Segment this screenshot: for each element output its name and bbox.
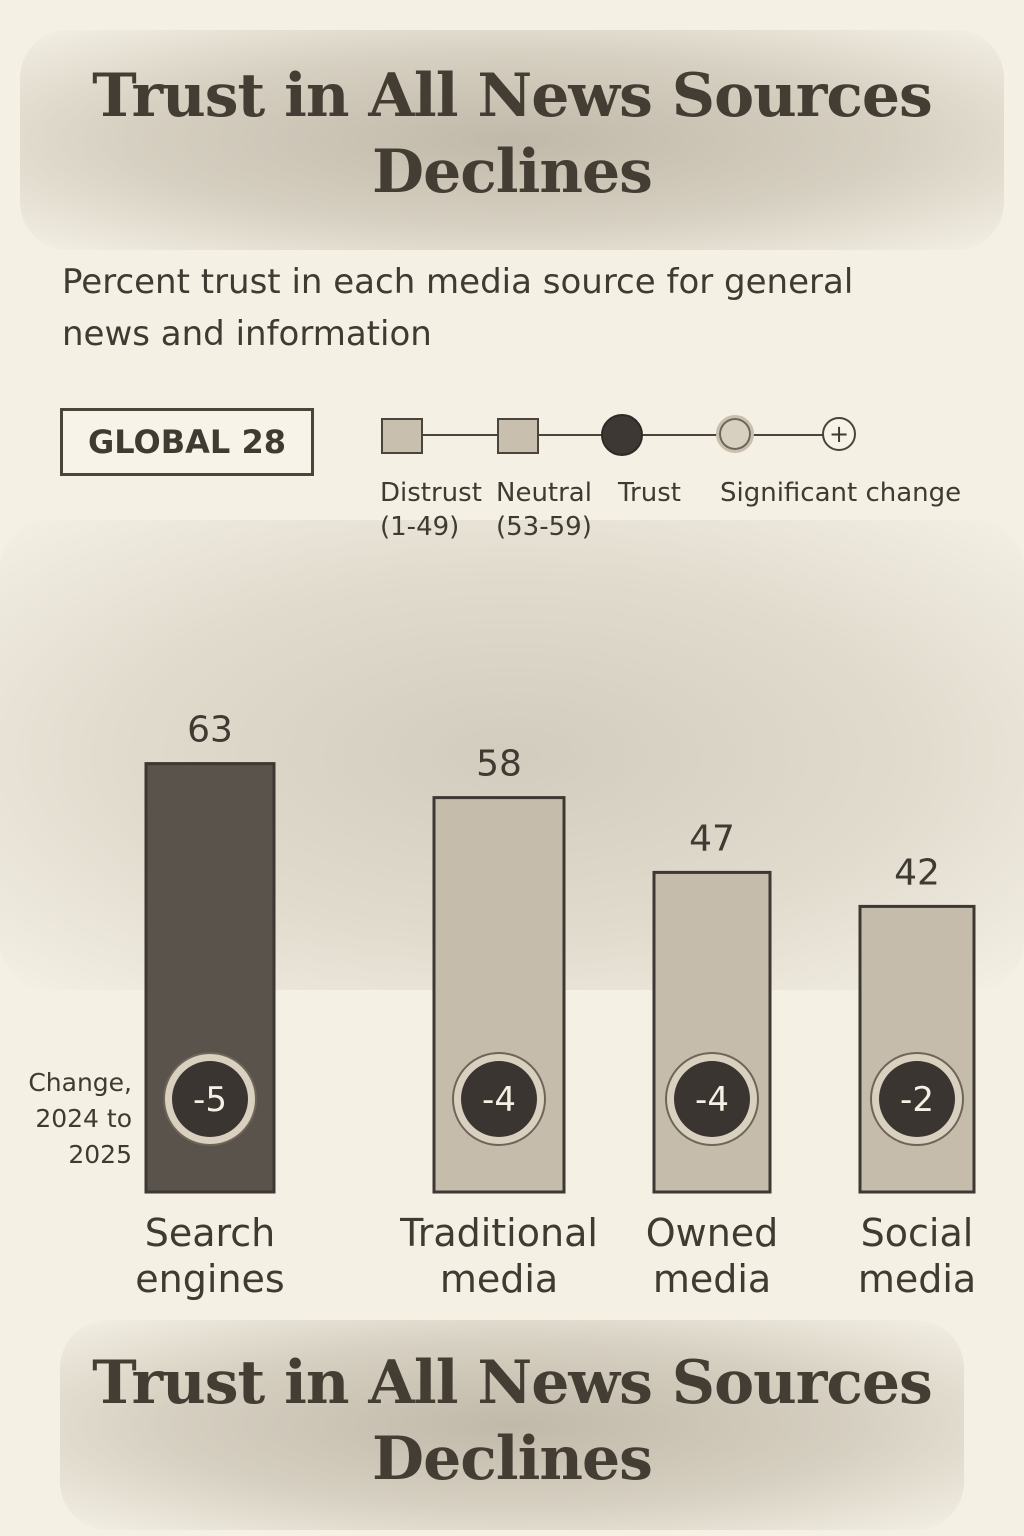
change-badge-search-engines [172, 1061, 248, 1137]
change-label-traditional-media: -4 [482, 1080, 516, 1120]
chart-subtitle: Percent trust in each media source for g… [62, 262, 854, 354]
value-label-social-media: 42 [894, 852, 940, 893]
value-label-traditional-media: 58 [476, 744, 522, 785]
category-label-line: media [858, 1257, 976, 1301]
value-label-owned-media: 47 [689, 818, 735, 859]
category-label-line: media [653, 1257, 771, 1301]
category-label-line: Social [861, 1211, 974, 1255]
plus-icon: + [822, 417, 856, 451]
neutral-square-icon [497, 418, 539, 454]
change-badge-social-media [879, 1061, 955, 1137]
value-label-search-engines: 63 [187, 710, 233, 751]
category-label-line: media [440, 1257, 558, 1301]
distrust-square-icon [381, 418, 423, 454]
region-label: GLOBAL 28 [60, 408, 314, 476]
title-bottom-background [60, 1320, 964, 1530]
legend-label-distrust: Distrust (1-49) [380, 478, 482, 542]
bar-social-media [858, 904, 976, 1194]
footer-title: Trust in All News Sources Declines [92, 1348, 933, 1494]
significant-change-icon [716, 415, 754, 453]
legend-label-trust: Trust [618, 478, 681, 508]
change-badge-owned-media [674, 1061, 750, 1137]
chart-title: Trust in All News Sources Declines [92, 61, 933, 207]
category-label-line: Traditional [399, 1211, 598, 1255]
category-label-social-media: Social media [858, 1211, 976, 1301]
legend-label-neutral: Neutral (53-59) [496, 478, 592, 542]
category-label-line: engines [135, 1257, 284, 1301]
change-label-search-engines: -5 [193, 1080, 227, 1120]
change-note: Change, 2024 to 2025 [28, 1068, 132, 1169]
title-top-background [20, 30, 1004, 250]
category-label-line: Owned [646, 1211, 779, 1255]
category-label-line: Search [145, 1211, 276, 1255]
category-label-search-engines: Search engines [135, 1211, 284, 1301]
trust-circle-icon [601, 414, 643, 456]
category-label-owned-media: Owned media [646, 1211, 779, 1301]
change-label-owned-media: -4 [695, 1080, 729, 1120]
change-label-social-media: -2 [900, 1080, 934, 1120]
change-badge-traditional-media [461, 1061, 537, 1137]
legend-label-significant-change: Significant change [720, 478, 962, 508]
category-label-traditional-media: Traditional media [399, 1211, 598, 1301]
